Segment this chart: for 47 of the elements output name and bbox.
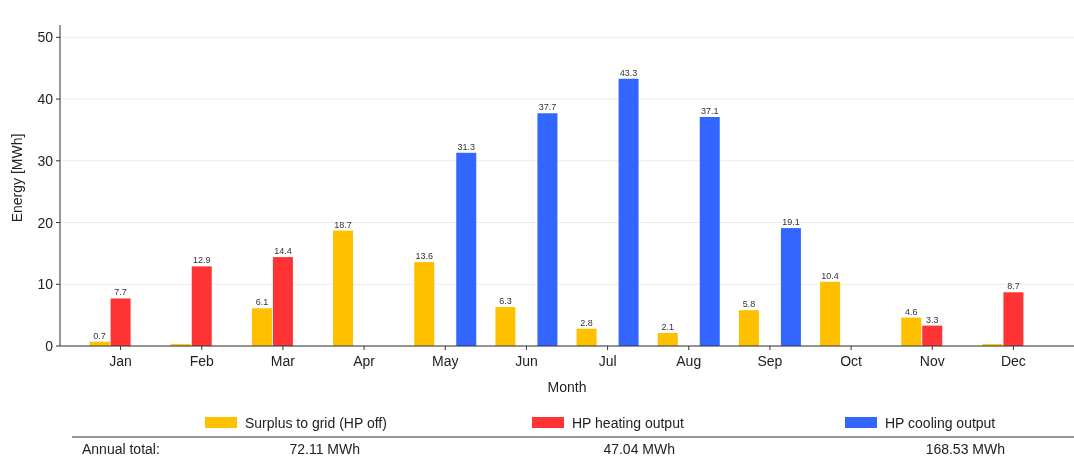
x-tick-label: Oct [840, 353, 863, 369]
y-tick-label: 40 [37, 91, 54, 108]
data-label: 31.3 [457, 141, 476, 152]
data-label: 0.7 [93, 330, 106, 341]
data-label: 5.8 [742, 299, 756, 310]
text: Annual total: [82, 441, 160, 457]
data-label: 7.7 [114, 287, 127, 298]
x-tick-label: Mar [270, 353, 296, 369]
x-axis-title: Month [547, 379, 587, 395]
y-tick-label: 10 [37, 276, 54, 293]
y-tick-label: 30 [37, 152, 54, 169]
x-tick-label: Jul [598, 353, 617, 369]
data-label: 12.9 [192, 255, 211, 266]
x-tick-label: Aug [676, 353, 702, 369]
data-label: 2.8 [580, 317, 593, 328]
data-label: 43.3 [619, 67, 638, 78]
legend-label: Surplus to grid (HP off) [245, 415, 387, 431]
data-label: 37.1 [700, 105, 719, 116]
y-tick-label: 50 [37, 29, 54, 46]
y-tick-label: 20 [37, 214, 54, 231]
x-tick-label: Jan [109, 353, 132, 369]
x-tick-label: Apr [353, 353, 376, 369]
data-label: 4.6 [904, 306, 918, 317]
data-label: 14.4 [274, 246, 292, 257]
legend-label: HP cooling output [885, 415, 996, 431]
x-tick-label: Dec [1000, 353, 1026, 369]
text: 72.11 MWh [289, 441, 360, 457]
data-label: 8.7 [1007, 281, 1020, 292]
x-tick-label: Sep [757, 353, 783, 369]
data-label: 6.3 [499, 296, 512, 307]
x-tick-label: Nov [919, 353, 945, 369]
data-label: 19.1 [782, 217, 800, 228]
y-axis-title: Energy [MWh] [9, 133, 25, 223]
text: 168.53 MWh [925, 441, 1005, 457]
x-tick-label: May [432, 353, 459, 369]
data-label: 13.6 [415, 251, 434, 262]
data-label: 37.7 [538, 102, 557, 113]
x-tick-label: Feb [189, 353, 215, 369]
text: 47.04 MWh [603, 441, 675, 457]
y-tick-label: 0 [45, 338, 54, 354]
data-label: 6.1 [255, 297, 269, 308]
x-tick-label: Jun [515, 353, 538, 369]
data-label: 3.3 [925, 314, 939, 325]
data-label: 18.7 [334, 219, 352, 230]
data-label: 2.1 [661, 322, 675, 333]
data-label: 10.4 [821, 270, 839, 281]
legend-label: HP heating output [572, 415, 684, 431]
